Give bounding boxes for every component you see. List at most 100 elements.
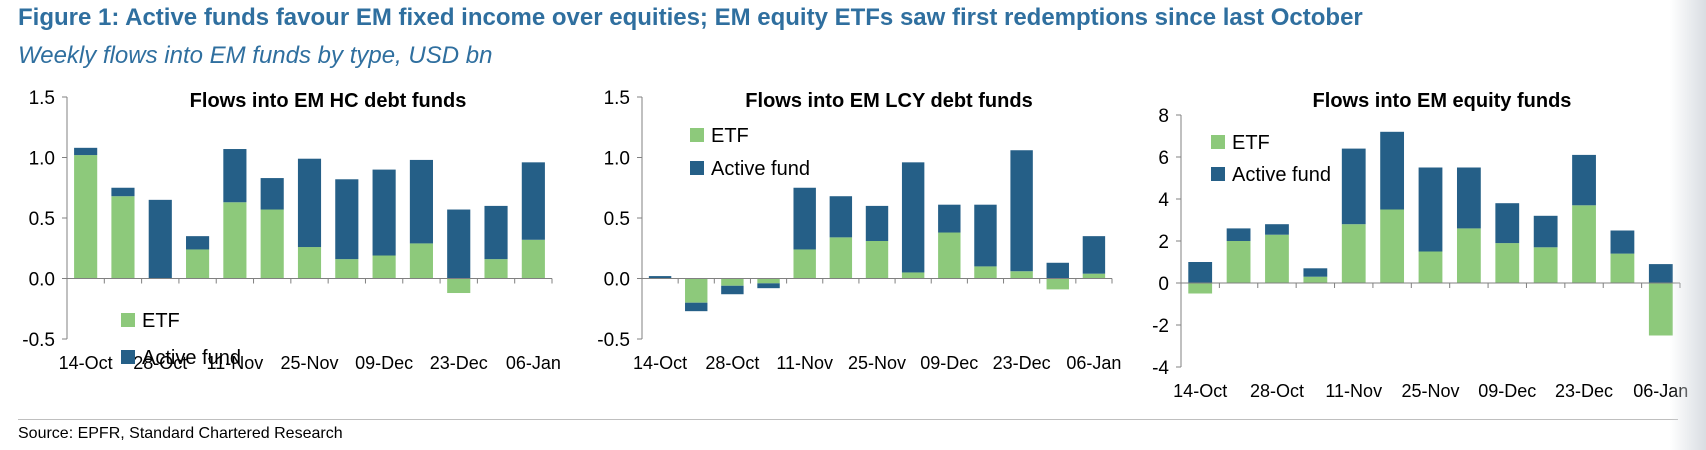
bar-etf: [721, 278, 744, 286]
y-tick-label: 1.0: [29, 149, 55, 170]
bar-etf: [1082, 273, 1106, 279]
bar-etf: [865, 240, 889, 279]
y-tick-label: -4: [1152, 358, 1169, 379]
source-divider: [18, 419, 1678, 420]
bar-etf: [1010, 271, 1033, 279]
bar-active-fund: [974, 204, 997, 267]
y-tick-label: 4: [1158, 190, 1169, 211]
x-tick-label: 28-Oct: [1250, 381, 1304, 401]
bar-etf: [1610, 253, 1635, 283]
bar-etf: [372, 255, 396, 279]
x-tick-label: 25-Nov: [848, 353, 906, 373]
bar-etf: [447, 278, 471, 294]
bar-active-fund: [648, 276, 672, 279]
x-tick-label: 28-Oct: [133, 353, 187, 373]
bar-etf: [186, 249, 210, 279]
legend-etf-label: ETF: [142, 310, 180, 332]
bar-etf: [1418, 251, 1443, 283]
legend-etf-label: ETF: [1232, 132, 1270, 154]
bar-active-fund: [829, 196, 853, 238]
figure-title: Figure 1: Active funds favour EM fixed i…: [18, 4, 1363, 31]
figure-subtitle: Weekly flows into EM funds by type, USD …: [18, 42, 493, 69]
bar-etf: [1648, 283, 1673, 336]
x-tick-label: 25-Nov: [1401, 381, 1459, 401]
y-tick-label: 6: [1158, 148, 1169, 169]
bar-etf: [484, 259, 508, 279]
bar-etf: [335, 259, 359, 279]
bar-etf: [223, 202, 247, 279]
x-tick-label: 14-Oct: [1173, 381, 1227, 401]
bar-etf: [409, 243, 433, 279]
bar-active-fund: [1341, 148, 1366, 225]
bar-etf: [74, 155, 98, 279]
bar-active-fund: [1188, 262, 1213, 283]
bar-active-fund: [793, 187, 816, 250]
y-tick-label: -2: [1152, 316, 1169, 337]
bar-active-fund: [74, 147, 98, 156]
hc-debt-chart: Flows into EM HC debt funds 1.5 1.0 0.5 0.0 -…: [22, 88, 561, 373]
bar-etf: [1265, 234, 1289, 283]
bar-active-fund: [938, 204, 961, 233]
legend-active-fund-swatch: [121, 350, 135, 364]
x-tick-label: 09-Dec: [920, 353, 978, 373]
bar-active-fund: [1303, 268, 1328, 277]
y-tick-label: 2: [1158, 232, 1169, 253]
bar-active-fund: [1495, 203, 1520, 244]
y-tick-label: -0.5: [597, 330, 630, 351]
y-tick-label: 0.5: [604, 209, 630, 230]
bar-active-fund: [335, 179, 359, 260]
x-tick-label: 23-Dec: [430, 353, 488, 373]
bar-active-fund: [521, 162, 545, 240]
legend-etf-swatch: [690, 128, 704, 142]
bar-etf: [829, 237, 853, 279]
bar-etf: [685, 278, 708, 303]
x-tick-label: 09-Dec: [355, 353, 413, 373]
chart-title: Flows into EM equity funds: [1313, 90, 1572, 112]
bar-etf: [1572, 205, 1596, 283]
bar-active-fund: [111, 187, 135, 197]
x-tick-label: 14-Oct: [59, 353, 113, 373]
x-tick-label: 14-Oct: [633, 353, 687, 373]
x-tick-label: 11-Nov: [207, 353, 264, 373]
bar-etf: [974, 266, 997, 279]
y-tick-label: 0: [1158, 274, 1169, 295]
x-tick-label: 25-Nov: [280, 353, 338, 373]
bar-active-fund: [1226, 228, 1251, 241]
y-tick-label: 0.0: [29, 270, 55, 291]
bar-active-fund: [901, 162, 925, 273]
legend-active-fund-label: Active fund: [1232, 164, 1331, 186]
lcy-debt-chart: Flows into EM LCY debt funds 1.5 1.0 0.5 0.0…: [597, 88, 1121, 373]
bar-etf: [1046, 278, 1069, 290]
x-tick-label: 28-Oct: [705, 353, 759, 373]
bar-etf: [1303, 276, 1328, 283]
bar-etf: [793, 249, 816, 279]
bar-etf: [901, 272, 925, 279]
bar-etf: [757, 278, 780, 284]
bar-active-fund: [1010, 150, 1033, 272]
legend-active-fund-swatch: [1211, 167, 1225, 181]
bar-active-fund: [186, 236, 210, 250]
bar-active-fund: [1418, 167, 1443, 252]
bar-active-fund: [484, 205, 508, 260]
chart-title: Flows into EM LCY debt funds: [745, 90, 1032, 112]
x-tick-label: 11-Nov: [776, 353, 833, 373]
bar-active-fund: [297, 158, 322, 248]
bar-active-fund: [1456, 167, 1481, 229]
bar-etf: [260, 209, 284, 279]
source-note: Source: EPFR, Standard Chartered Researc…: [18, 425, 343, 442]
legend-active-fund-swatch: [690, 161, 704, 175]
bar-etf: [111, 196, 135, 279]
bar-etf: [521, 239, 545, 279]
bar-etf: [1533, 247, 1558, 283]
legend-etf-swatch: [1211, 135, 1225, 149]
bar-active-fund: [447, 209, 471, 279]
bar-active-fund: [1648, 264, 1673, 283]
y-tick-label: 0.5: [29, 209, 55, 230]
bar-active-fund: [372, 169, 396, 256]
legend-active-fund-label: Active fund: [142, 347, 241, 369]
bar-active-fund: [409, 159, 433, 244]
bar-active-fund: [1082, 236, 1106, 274]
bar-etf: [1456, 228, 1481, 283]
bar-active-fund: [223, 149, 247, 203]
